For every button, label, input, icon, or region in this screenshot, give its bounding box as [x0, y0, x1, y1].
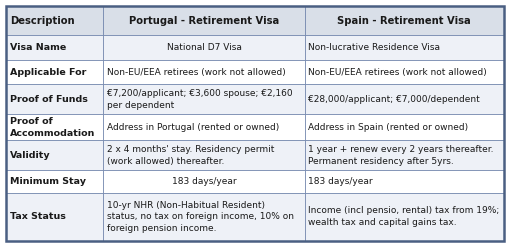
Bar: [6, 170, 103, 193]
Bar: [6, 60, 103, 84]
Text: €7,200/applicant; €3,600 spouse; €2,160
per dependent: €7,200/applicant; €3,600 spouse; €2,160 …: [106, 89, 292, 110]
Text: 1 year + renew every 2 years thereafter.
Permanent residency after 5yrs.: 1 year + renew every 2 years thereafter.…: [308, 145, 493, 166]
Bar: [304, 60, 503, 84]
Text: National D7 Visa: National D7 Visa: [166, 43, 241, 52]
Bar: [103, 170, 304, 193]
Text: Address in Spain (rented or owned): Address in Spain (rented or owned): [308, 123, 468, 132]
Bar: [304, 84, 503, 114]
Bar: [304, 141, 503, 170]
Text: Validity: Validity: [10, 151, 50, 160]
Bar: [6, 84, 103, 114]
Bar: [304, 170, 503, 193]
Bar: [103, 141, 304, 170]
Bar: [6, 193, 103, 241]
Bar: [103, 6, 304, 35]
Text: Visa Name: Visa Name: [10, 43, 66, 52]
Bar: [103, 84, 304, 114]
Text: Minimum Stay: Minimum Stay: [10, 177, 86, 186]
Bar: [304, 35, 503, 60]
Bar: [304, 6, 503, 35]
Bar: [6, 114, 103, 141]
Text: 10-yr NHR (Non-Habitual Resident)
status, no tax on foreign income, 10% on
forei: 10-yr NHR (Non-Habitual Resident) status…: [106, 201, 293, 233]
Text: €28,000/applicant; €7,000/dependent: €28,000/applicant; €7,000/dependent: [308, 95, 479, 104]
Bar: [103, 193, 304, 241]
Text: Portugal - Retirement Visa: Portugal - Retirement Visa: [129, 16, 278, 25]
Text: Income (incl pensio, rental) tax from 19%;
wealth tax and capital gains tax.: Income (incl pensio, rental) tax from 19…: [308, 206, 499, 227]
Text: Non-EU/EEA retirees (work not allowed): Non-EU/EEA retirees (work not allowed): [308, 67, 486, 77]
Text: Applicable For: Applicable For: [10, 67, 86, 77]
Bar: [6, 35, 103, 60]
Text: 2 x 4 months' stay. Residency permit
(work allowed) thereafter.: 2 x 4 months' stay. Residency permit (wo…: [106, 145, 274, 166]
Text: Non-lucrative Residence Visa: Non-lucrative Residence Visa: [308, 43, 439, 52]
Text: Proof of Funds: Proof of Funds: [10, 95, 88, 104]
Bar: [103, 35, 304, 60]
Text: Description: Description: [10, 16, 75, 25]
Text: 183 days/year: 183 days/year: [172, 177, 236, 186]
Text: Non-EU/EEA retirees (work not allowed): Non-EU/EEA retirees (work not allowed): [106, 67, 285, 77]
Bar: [103, 114, 304, 141]
Bar: [6, 141, 103, 170]
Text: Address in Portugal (rented or owned): Address in Portugal (rented or owned): [106, 123, 278, 132]
Text: Spain - Retirement Visa: Spain - Retirement Visa: [337, 16, 470, 25]
Text: Proof of
Accommodation: Proof of Accommodation: [10, 117, 95, 138]
Bar: [304, 193, 503, 241]
Bar: [103, 60, 304, 84]
Bar: [304, 114, 503, 141]
Text: Tax Status: Tax Status: [10, 212, 66, 221]
Text: 183 days/year: 183 days/year: [308, 177, 372, 186]
Bar: [6, 6, 103, 35]
